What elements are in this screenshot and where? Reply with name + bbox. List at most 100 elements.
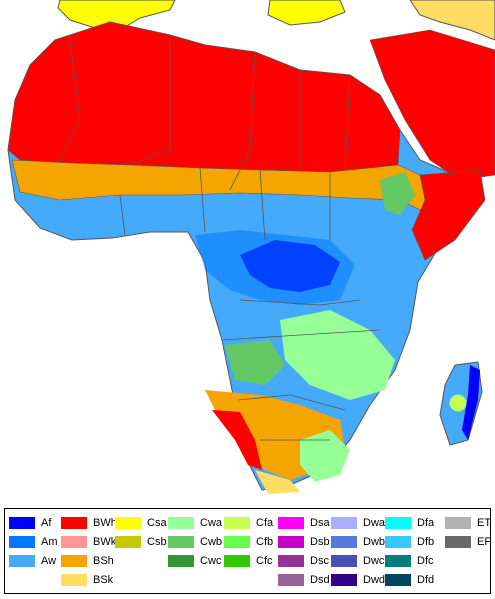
legend-swatch: [278, 517, 304, 529]
legend-item-dsb: Dsb: [278, 535, 330, 549]
horn-desert-region: [411, 169, 486, 261]
legend-swatch: [445, 536, 471, 548]
legend-item-dsd: Dsd: [278, 573, 330, 587]
legend-item-dwa: Dwa: [331, 516, 385, 530]
legend-label: Dfd: [417, 574, 435, 586]
legend-item-dfa: Dfa: [385, 516, 434, 530]
legend-label: Dwd: [363, 574, 386, 586]
legend-label: Aw: [41, 555, 57, 567]
legend-swatch: [61, 555, 87, 567]
legend-item-dfc: Dfc: [385, 554, 434, 568]
legend-item-et: ET: [445, 516, 491, 530]
europe-region-east: [267, 0, 346, 26]
country-borders: [59, 35, 381, 441]
legend-swatch: [9, 555, 35, 567]
legend-item-am: Am: [9, 535, 58, 549]
legend-item-af: Af: [9, 516, 51, 530]
legend-item-csb: Csb: [115, 535, 167, 549]
legend-label: Csa: [147, 517, 167, 529]
legend-swatch: [224, 555, 250, 567]
legend-item-bsh: BSh: [61, 554, 114, 568]
legend-item-ef: EF: [445, 535, 491, 549]
legend-item-dwc: Dwc: [331, 554, 384, 568]
legend-label: Csb: [147, 536, 167, 548]
legend-swatch: [331, 574, 357, 586]
legend-item-dwb: Dwb: [331, 535, 385, 549]
legend-item-cfa: Cfa: [224, 516, 273, 530]
legend-item-cfc: Cfc: [224, 554, 273, 568]
legend-label: Cfc: [256, 555, 273, 567]
legend-swatch: [331, 555, 357, 567]
legend-label: Dwb: [363, 536, 386, 548]
namib-desert-region: [212, 410, 262, 470]
legend-item-bwh: BWh: [61, 516, 117, 530]
legend-label: ET: [477, 517, 492, 529]
legend-item-csa: Csa: [115, 516, 167, 530]
legend-swatch: [278, 555, 304, 567]
legend-label: Dsa: [310, 517, 330, 529]
madagascar-highland: [449, 394, 467, 412]
south-africa-east-region: [300, 430, 350, 482]
legend-item-aw: Aw: [9, 554, 56, 568]
legend-label: Cfa: [256, 517, 274, 529]
legend-label: Dsc: [310, 555, 329, 567]
sahara-desert-region: [7, 21, 401, 173]
legend-label: BWk: [93, 536, 117, 548]
legend-swatch: [168, 536, 194, 548]
legend-label: Cwc: [200, 555, 222, 567]
legend-swatch: [278, 574, 304, 586]
legend-label: Dfc: [417, 555, 434, 567]
legend-swatch: [9, 536, 35, 548]
legend-item-cfb: Cfb: [224, 535, 273, 549]
madagascar-east-rainforest: [462, 365, 480, 440]
legend-swatch: [168, 517, 194, 529]
legend-item-bsk: BSk: [61, 573, 113, 587]
legend-item-dfb: Dfb: [385, 535, 434, 549]
legend-swatch: [385, 555, 411, 567]
legend-swatch: [115, 517, 141, 529]
ethiopian-highlands-region: [380, 172, 415, 215]
legend-item-dwd: Dwd: [331, 573, 385, 587]
legend-label: BWh: [93, 517, 117, 529]
legend-swatch: [61, 574, 87, 586]
legend-swatch: [331, 517, 357, 529]
legend-label: EF: [477, 536, 492, 548]
legend-swatch: [331, 536, 357, 548]
cape-region: [255, 470, 300, 494]
legend-label: Am: [41, 536, 58, 548]
legend-swatch: [115, 536, 141, 548]
legend-item-cwa: Cwa: [168, 516, 222, 530]
legend-item-cwb: Cwb: [168, 535, 222, 549]
legend-label: Dwa: [363, 517, 386, 529]
monsoon-region: [195, 230, 355, 305]
legend-item-dsc: Dsc: [278, 554, 329, 568]
legend-label: Cwb: [200, 536, 223, 548]
legend-swatch: [61, 536, 87, 548]
legend-swatch: [224, 517, 250, 529]
legend-label: Cwa: [200, 517, 223, 529]
zambia-highland-region: [225, 340, 285, 385]
legend-swatch: [278, 536, 304, 548]
legend-item-cwc: Cwc: [168, 554, 221, 568]
middle-east-region: [409, 0, 495, 41]
legend-swatch: [445, 517, 471, 529]
legend-swatch: [168, 555, 194, 567]
legend-label: Cfb: [256, 536, 274, 548]
legend-label: Dsb: [310, 536, 330, 548]
legend-swatch: [9, 517, 35, 529]
legend-swatch: [385, 536, 411, 548]
legend-label: BSh: [93, 555, 114, 567]
legend-item-dfd: Dfd: [385, 573, 434, 587]
legend-label: Af: [41, 517, 52, 529]
legend-label: BSk: [93, 574, 114, 586]
southern-highland-region: [280, 310, 395, 400]
legend-swatch: [385, 574, 411, 586]
legend-label: Dfb: [417, 536, 435, 548]
legend-swatch: [224, 536, 250, 548]
climate-legend: Af Am Aw BWh BWk BSh BSk Csa Csb Cwa Cwb Cwc Cfa Cfb C…: [4, 508, 491, 594]
legend-item-dsa: Dsa: [278, 516, 330, 530]
legend-label: Dsd: [310, 574, 330, 586]
legend-swatch: [61, 517, 87, 529]
legend-item-bwk: BWk: [61, 535, 116, 549]
climate-map: [7, 0, 495, 494]
